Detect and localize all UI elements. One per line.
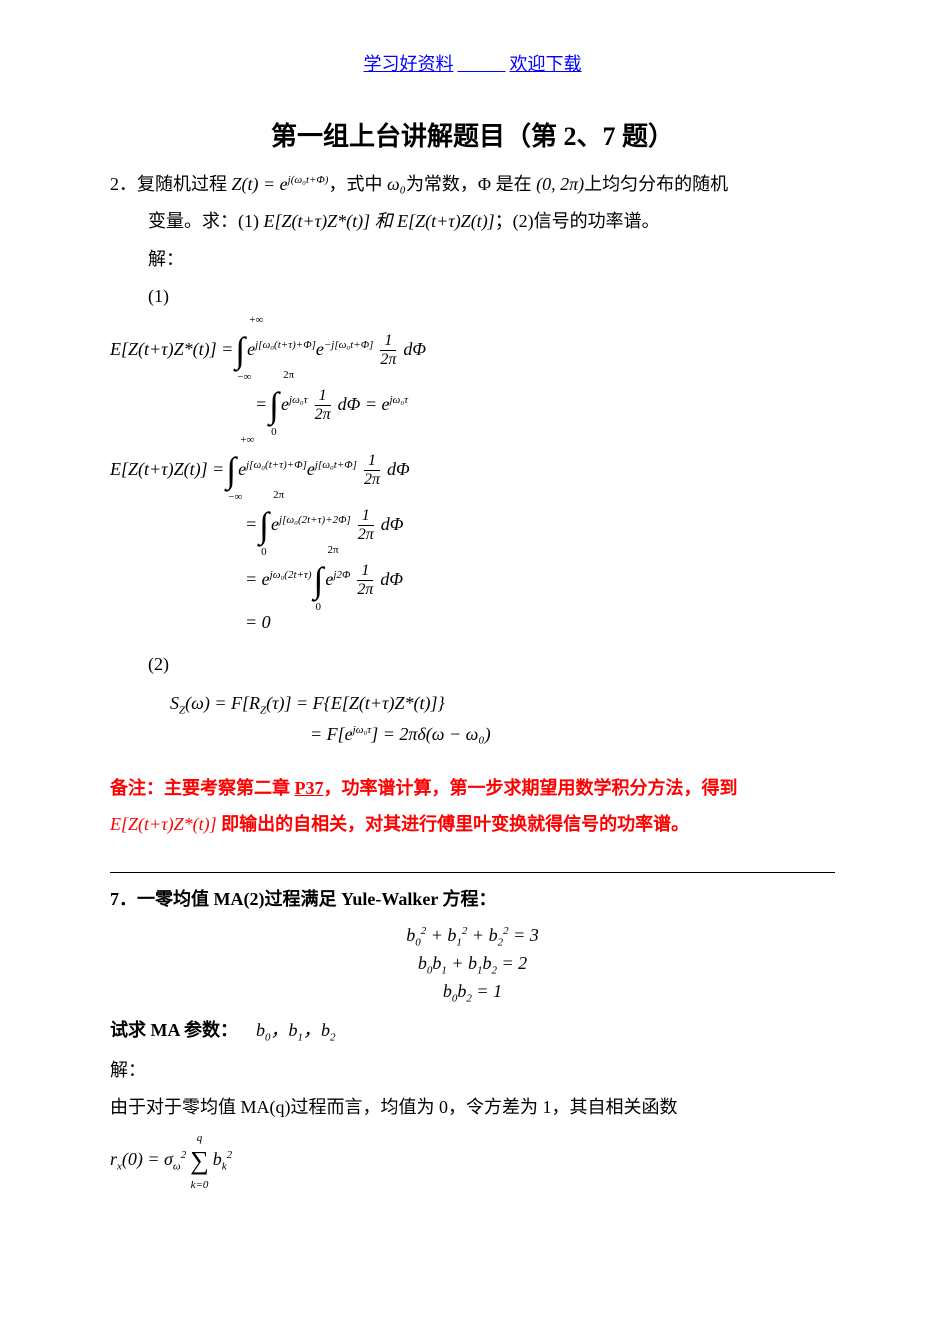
- math: ejω₀τ: [281, 392, 308, 417]
- part-2-label: (2): [148, 648, 835, 680]
- fraction: 12π: [353, 562, 377, 598]
- integral-icon: ∫2π0: [269, 380, 279, 430]
- header-underline: [458, 57, 506, 74]
- text: 为常数，Φ 是在: [406, 174, 532, 194]
- solve-label: 解：: [110, 1054, 835, 1086]
- eq-2: b0b1 + b1b2 = 2: [110, 953, 835, 977]
- header-right-link[interactable]: 欢迎下载: [510, 54, 582, 74]
- math: =: [255, 392, 267, 417]
- problem-7-heading: 7．一零均值 MA(2)过程满足 Yule-Walker 方程：: [110, 883, 835, 915]
- fraction: 12π: [376, 332, 400, 368]
- math-inline: b0，b1，b2: [256, 1020, 336, 1040]
- text: 即输出的自相关，对其进行傅里叶变换就得信号的功率谱。: [217, 814, 690, 834]
- math-inline: ω₀: [387, 174, 406, 194]
- problem-2-line2: 变量。求：(1) E[Z(t+τ)Z*(t)] 和 E[Z(t+τ)Z(t)]；…: [148, 205, 835, 237]
- eq-line: = ejω₀(2t+τ) ∫2π0 ej2Φ 12π dΦ: [245, 553, 835, 608]
- integral-icon: ∫2π0: [259, 500, 269, 550]
- math: ej[ω₀(2t+τ)+2Φ]: [271, 512, 351, 537]
- fraction: 12π: [360, 452, 384, 488]
- section-divider: [110, 872, 835, 873]
- eq-line: = ∫2π0 ejω₀τ 12π dΦ = ejω₀τ: [255, 378, 835, 433]
- document-page: 学习好资料 欢迎下载 第一组上台讲解题目（第 2、7 题） 2．复随机过程 Z(…: [0, 0, 945, 1248]
- problem-number: 2．: [110, 174, 137, 194]
- text: 变量。求：(1): [148, 211, 264, 231]
- integral-icon: ∫+∞−∞: [235, 325, 245, 375]
- part-1-label: (1): [148, 280, 835, 312]
- math-zero: = 0: [245, 610, 271, 635]
- math: =: [245, 512, 257, 537]
- text: 复随机过程: [137, 174, 227, 194]
- text: 试求 MA 参数：: [110, 1020, 238, 1040]
- math-inline: E[Z(t+τ)Z*(t)]: [110, 814, 217, 834]
- problem-2-statement: 2．复随机过程 Z(t) = ej(ω₀t+Φ)，式中 ω₀为常数，Φ 是在 (…: [110, 168, 835, 200]
- text: ；(2)信号的功率谱。: [495, 211, 660, 231]
- eq-line: E[Z(t+τ)Z(t)] = ∫+∞−∞ ej[ω₀(t+τ)+Φ]ej[ω₀…: [110, 443, 835, 498]
- fraction: 12π: [354, 507, 378, 543]
- text: 备注：主要考察第二章: [110, 778, 295, 798]
- eq-line: rx(0) = σω2 ∑qk=0 bk2: [110, 1133, 835, 1188]
- fraction: 12π: [311, 387, 335, 423]
- eq-lhs: E[Z(t+τ)Z*(t)] =: [110, 337, 233, 362]
- math: = ejω₀(2t+τ): [245, 567, 312, 592]
- summation-icon: ∑qk=0: [190, 1143, 209, 1179]
- math: SZ(ω) = F[RZ(τ)] = F{E[Z(t+τ)Z*(t)]}: [170, 691, 445, 719]
- math: dΦ: [381, 512, 404, 537]
- text: 上均匀分布的随机: [584, 174, 728, 194]
- math-inline: (0, 2π): [536, 174, 584, 194]
- page-title: 第一组上台讲解题目（第 2、7 题）: [110, 116, 835, 153]
- math: ej2Φ: [325, 567, 350, 592]
- rx-equation: rx(0) = σω2 ∑qk=0 bk2: [110, 1133, 835, 1188]
- eq-line: = F[ejω₀τ] = 2πδ(ω − ω₀): [310, 720, 835, 750]
- integral-icon: ∫+∞−∞: [226, 445, 236, 495]
- eq-1: b02 + b12 + b22 = 3: [110, 925, 835, 949]
- equation-block-1: E[Z(t+τ)Z*(t)] = ∫+∞−∞ ej[ω₀(t+τ)+Φ]e−j[…: [110, 323, 835, 433]
- math: bk2: [213, 1147, 232, 1175]
- text: ，式中: [328, 174, 382, 194]
- problem-7-ask: 试求 MA 参数： b0，b1，b2: [110, 1014, 835, 1048]
- math-inline: E[Z(t+τ)Z*(t)] 和 E[Z(t+τ)Z(t)]: [264, 211, 495, 231]
- note-line-1: 备注：主要考察第二章 P37，功率谱计算，第一步求期望用数学积分方法，得到: [110, 770, 835, 806]
- yule-walker-equations: b02 + b12 + b22 = 3 b0b1 + b1b2 = 2 b0b2…: [110, 925, 835, 1004]
- eq-line: E[Z(t+τ)Z*(t)] = ∫+∞−∞ ej[ω₀(t+τ)+Φ]e−j[…: [110, 323, 835, 378]
- eq-lhs: E[Z(t+τ)Z(t)] =: [110, 457, 224, 482]
- eq-3: b0b2 = 1: [110, 981, 835, 1005]
- math: dΦ = ejω₀τ: [338, 392, 408, 417]
- note-line-2: E[Z(t+τ)Z*(t)] 即输出的自相关，对其进行傅里叶变换就得信号的功率谱…: [110, 806, 835, 842]
- note-remark: 备注：主要考察第二章 P37，功率谱计算，第一步求期望用数学积分方法，得到 E[…: [110, 770, 835, 842]
- math: ej[ω₀(t+τ)+Φ]e−j[ω₀t+Φ]: [247, 337, 373, 362]
- solve-label: 解：: [148, 243, 835, 275]
- math: dΦ: [387, 457, 410, 482]
- equation-block-sz: SZ(ω) = F[RZ(τ)] = F{E[Z(t+τ)Z*(t)]} = F…: [170, 690, 835, 750]
- math-inline: Z(t) = ej(ω₀t+Φ): [232, 174, 329, 194]
- math: dΦ: [403, 337, 426, 362]
- eq-line: SZ(ω) = F[RZ(τ)] = F{E[Z(t+τ)Z*(t)]}: [170, 690, 835, 720]
- note-ref-underline: P37: [295, 778, 324, 798]
- equation-block-2: E[Z(t+τ)Z(t)] = ∫+∞−∞ ej[ω₀(t+τ)+Φ]ej[ω₀…: [110, 443, 835, 638]
- math: rx(0) = σω2: [110, 1147, 186, 1175]
- integral-icon: ∫2π0: [314, 555, 324, 605]
- math: ej[ω₀(t+τ)+Φ]ej[ω₀t+Φ]: [238, 457, 357, 482]
- page-header: 学习好资料 欢迎下载: [110, 50, 835, 76]
- math: = F[ejω₀τ] = 2πδ(ω − ω₀): [310, 722, 491, 747]
- header-left-link[interactable]: 学习好资料: [364, 54, 454, 74]
- text: ，功率谱计算，第一步求期望用数学积分方法，得到: [324, 778, 738, 798]
- problem-7-body: 由于对于零均值 MA(q)过程而言，均值为 0，令方差为 1，其自相关函数: [110, 1091, 835, 1123]
- eq-line: = 0: [245, 608, 835, 638]
- math: dΦ: [380, 567, 403, 592]
